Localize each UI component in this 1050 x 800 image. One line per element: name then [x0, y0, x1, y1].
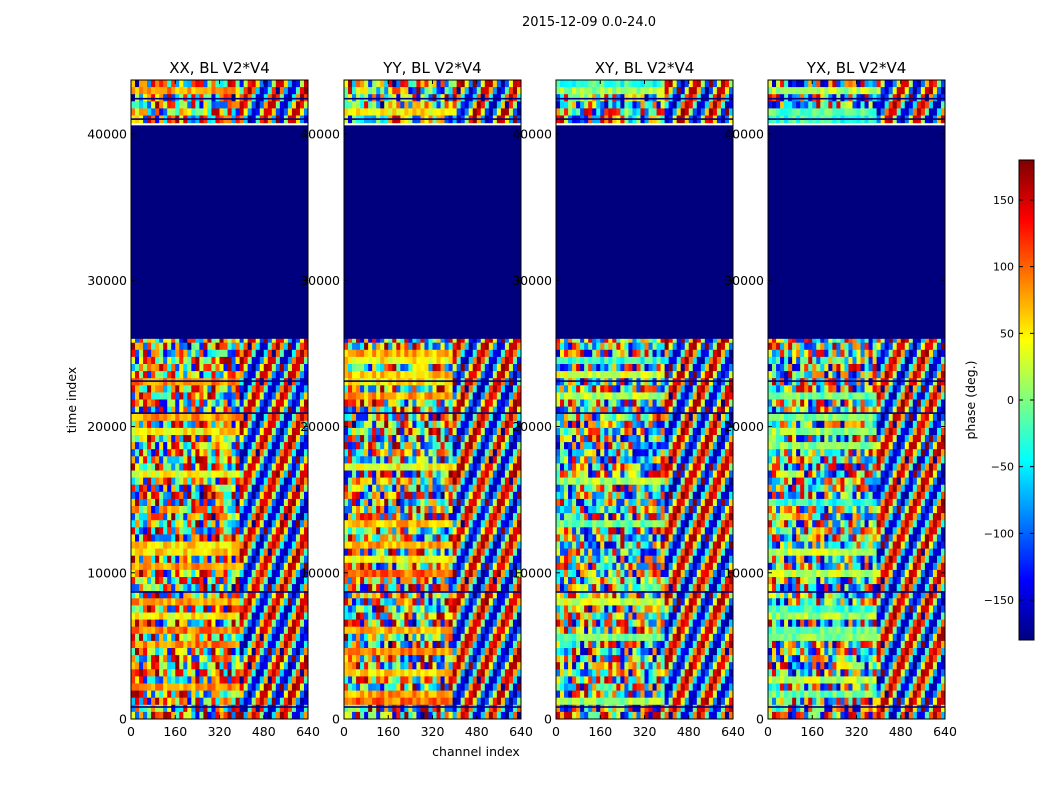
x-axis-label: channel index: [432, 744, 520, 759]
x-tick-label: 320: [633, 724, 657, 739]
y-tick-label: 30000: [512, 273, 552, 288]
x-tick-label: 0: [340, 724, 348, 739]
flag-line: [768, 380, 945, 382]
flag-line: [344, 380, 521, 382]
x-tick-label: 480: [677, 724, 701, 739]
y-tick-label: 20000: [300, 419, 340, 434]
colorbar-tick-label: 0: [1007, 394, 1014, 407]
panel-3: XY, BL V2*V4 0 160 320 480 640 0 10000 20000 3000…: [512, 59, 745, 739]
flag-line: [344, 118, 521, 120]
y-tick-label: 40000: [87, 127, 127, 142]
y-tick-label: 30000: [300, 273, 340, 288]
panel-1-image: [131, 80, 308, 719]
colorbar-ticks: 150 100 50 0 −50 −100 −150: [984, 194, 1034, 607]
y-tick-label: 0: [119, 712, 127, 727]
flag-line: [768, 118, 945, 120]
flag-line: [556, 380, 733, 382]
x-tick-label: 480: [889, 724, 913, 739]
colorbar-tick-label: 100: [993, 261, 1014, 274]
flag-line: [131, 706, 308, 708]
x-tick-label: 160: [163, 724, 187, 739]
colorbar-label: phase (deg.): [963, 361, 978, 440]
panel-title: YY, BL V2*V4: [382, 59, 481, 77]
flag-line: [131, 591, 308, 593]
flagged-region: [556, 125, 733, 339]
y-tick-label: 40000: [512, 127, 552, 142]
y-tick-label: 10000: [87, 565, 127, 580]
flagged-region: [768, 125, 945, 339]
flag-line: [344, 591, 521, 593]
flag-line: [768, 97, 945, 100]
x-tick-label: 0: [764, 724, 772, 739]
y-tick-label: 10000: [724, 565, 764, 580]
colorbar-tick-label: −100: [984, 527, 1014, 540]
flag-line: [556, 591, 733, 593]
flag-line: [131, 97, 308, 100]
flag-line: [768, 591, 945, 593]
x-tick-label: 480: [252, 724, 276, 739]
x-tick-label: 320: [845, 724, 869, 739]
y-tick-label: 20000: [87, 419, 127, 434]
panels-group: XX, BL V2*V4 0 160 320 480 640 0 10000 20000 3000…: [87, 59, 957, 739]
x-tick-label: 640: [933, 724, 957, 739]
flag-line: [344, 97, 521, 100]
flag-line: [768, 706, 945, 708]
flagged-region: [131, 125, 308, 339]
colorbar-tick-label: 150: [993, 194, 1014, 207]
x-tick-label: 320: [208, 724, 232, 739]
panel-1: XX, BL V2*V4 0 160 320 480 640 0 10000 20000 3000…: [87, 59, 320, 739]
colorbar-tick-label: 50: [1000, 327, 1014, 340]
flag-line: [556, 706, 733, 708]
flag-line: [556, 412, 733, 414]
x-tick-label: 320: [421, 724, 445, 739]
flagged-region: [344, 125, 521, 339]
x-tick-label: 640: [296, 724, 320, 739]
x-tick-label: 160: [588, 724, 612, 739]
y-tick-label: 10000: [300, 565, 340, 580]
x-tick-label: 160: [800, 724, 824, 739]
colorbar-tick-label: −150: [984, 594, 1014, 607]
flag-line: [131, 412, 308, 414]
x-tick-label: 640: [721, 724, 745, 739]
x-tick-label: 0: [127, 724, 135, 739]
panel-3-image: [556, 80, 733, 719]
x-tick-label: 480: [465, 724, 489, 739]
panel-4: YX, BL V2*V4 0 160 320 480 640 0 10000 20000 3000…: [724, 59, 957, 739]
y-tick-label: 40000: [300, 127, 340, 142]
y-tick-label: 30000: [87, 273, 127, 288]
suptitle: 2015-12-09 0.0-24.0: [522, 15, 656, 30]
panel-2-image: [344, 80, 521, 719]
y-axis-label: time index: [64, 367, 79, 433]
panel-title: XY, BL V2*V4: [595, 59, 695, 77]
panel-2: YY, BL V2*V4 0 160 320 480 640 0 10000 20000 3000…: [300, 59, 533, 739]
flag-line: [131, 380, 308, 382]
flag-line: [131, 118, 308, 120]
y-tick-label: 0: [756, 712, 764, 727]
panel-title: YX, BL V2*V4: [806, 59, 907, 77]
y-tick-label: 20000: [724, 419, 764, 434]
panel-4-image: [768, 80, 945, 719]
colorbar-tick-label: −50: [991, 461, 1014, 474]
y-tick-label: 30000: [724, 273, 764, 288]
colorbar: 150 100 50 0 −50 −100 −150 phase (deg.): [963, 159, 1035, 641]
flag-line: [344, 412, 521, 414]
flag-line: [556, 118, 733, 120]
x-tick-label: 640: [509, 724, 533, 739]
flag-line: [768, 412, 945, 414]
panel-title: XX, BL V2*V4: [169, 59, 270, 77]
y-tick-label: 0: [332, 712, 340, 727]
flag-line: [344, 706, 521, 708]
y-tick-label: 20000: [512, 419, 552, 434]
y-tick-label: 40000: [724, 127, 764, 142]
x-tick-label: 160: [376, 724, 400, 739]
flag-line: [556, 97, 733, 100]
y-tick-label: 0: [544, 712, 552, 727]
y-tick-label: 10000: [512, 565, 552, 580]
x-tick-label: 0: [552, 724, 560, 739]
